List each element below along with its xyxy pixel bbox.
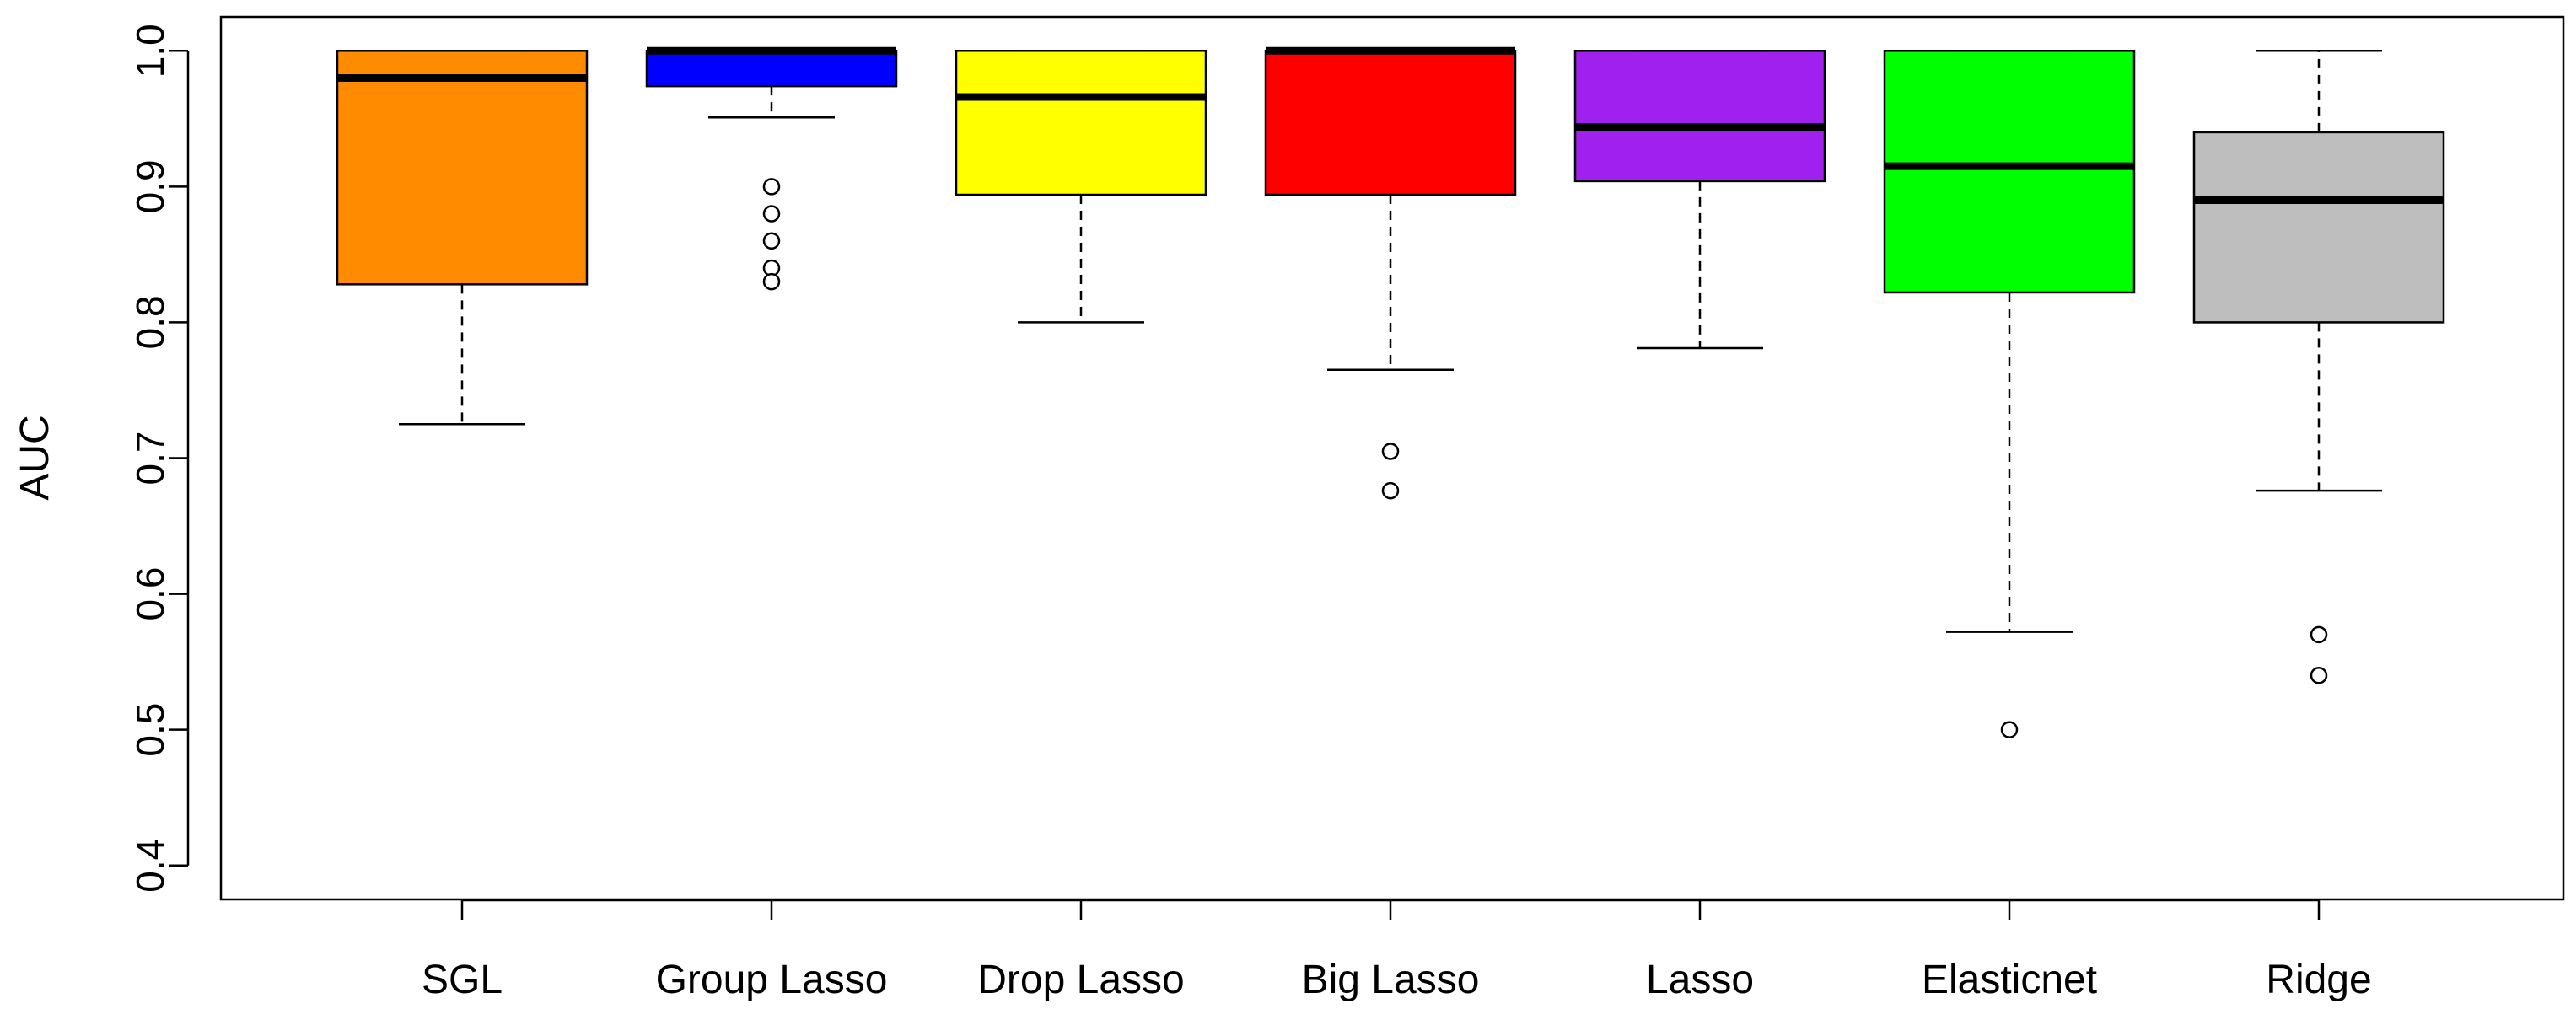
- outlier-point: [2310, 625, 2328, 644]
- outlier-point: [2000, 721, 2019, 738]
- outlier-point: [762, 272, 781, 291]
- outlier-point: [2310, 666, 2328, 684]
- box-body: [1883, 50, 2136, 294]
- x-tick-label: Ridge: [2266, 958, 2371, 1002]
- box-lasso: [1573, 50, 1826, 350]
- box-group-lasso: [645, 46, 898, 291]
- box-body: [1573, 50, 1826, 183]
- y-tick-label: 0.8: [128, 295, 172, 349]
- outlier-point: [762, 205, 781, 223]
- outlier-point: [1381, 481, 1400, 500]
- box-body: [336, 50, 589, 286]
- box-body: [2192, 131, 2445, 324]
- outlier-point: [762, 178, 781, 196]
- box-body: [1264, 50, 1517, 196]
- y-tick-label: 0.6: [128, 567, 172, 621]
- y-tick-label: 1.0: [128, 24, 172, 78]
- x-tick-label: Elasticnet: [1922, 958, 2097, 1002]
- box-body: [645, 50, 898, 88]
- y-axis-title: AUC: [13, 415, 57, 500]
- box-drop-lasso: [955, 50, 1207, 324]
- x-tick-label: Big Lasso: [1302, 958, 1480, 1002]
- x-tick-label: Drop Lasso: [977, 958, 1184, 1002]
- box-big-lasso: [1264, 46, 1517, 500]
- plot-area: [336, 46, 2445, 738]
- outlier-point: [762, 232, 781, 250]
- y-tick-label: 0.5: [128, 703, 172, 757]
- x-axis: SGL Group Lasso Drop Lasso Big Lasso Lasso El…: [422, 899, 2372, 1002]
- box-ridge: [2192, 50, 2445, 684]
- y-axis: 0.4 0.5 0.6 0.7 0.8 0.9 1.0: [128, 24, 190, 893]
- x-tick-label: SGL: [422, 958, 503, 1002]
- x-tick-label: Lasso: [1646, 958, 1754, 1002]
- y-tick-label: 0.4: [128, 839, 172, 893]
- box-sgl: [336, 50, 589, 426]
- outlier-point: [1381, 443, 1400, 460]
- y-tick-label: 0.9: [128, 159, 172, 213]
- y-tick-label: 0.7: [128, 432, 172, 486]
- box-body: [955, 50, 1207, 196]
- x-tick-label: Group Lasso: [656, 958, 888, 1002]
- box-elasticnet: [1883, 50, 2136, 738]
